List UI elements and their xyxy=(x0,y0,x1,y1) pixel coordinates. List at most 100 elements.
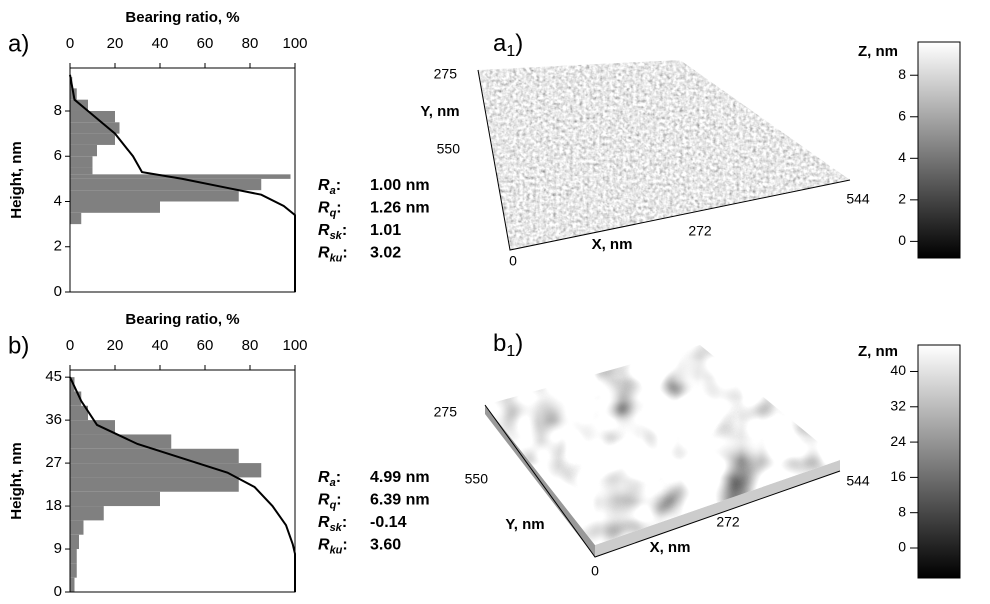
param-colon: : xyxy=(336,492,341,509)
panel-label: b1) xyxy=(493,330,523,360)
y-tick-label: 4 xyxy=(54,192,62,209)
surface-a xyxy=(478,60,850,250)
panel-label: a1) xyxy=(493,30,523,60)
x-tick-label: 60 xyxy=(197,337,214,354)
histogram-bar xyxy=(70,201,160,212)
param-value: 6.39 nm xyxy=(370,492,430,509)
param-symbol: R xyxy=(318,245,330,262)
x-tick-label: 100 xyxy=(282,35,307,52)
x-tick-label: 20 xyxy=(107,337,124,354)
y-axis-title: Y, nm xyxy=(505,516,544,533)
x-tick-label: 100 xyxy=(282,337,307,354)
histogram-bar xyxy=(70,420,115,434)
histogram-bar xyxy=(70,111,115,122)
x-tick-label: 0 xyxy=(66,337,74,354)
y-tick-label: 8 xyxy=(54,102,62,119)
x-tick-label: 0 xyxy=(66,35,74,52)
colorbar-title: Z, nm xyxy=(858,343,898,360)
x-tick-label: 544 xyxy=(846,191,870,207)
histogram-bar xyxy=(70,449,239,463)
param-colon: : xyxy=(342,245,347,262)
y-tick-label: 550 xyxy=(437,141,461,157)
param-value: 1.26 nm xyxy=(370,200,430,217)
panel-close: ) xyxy=(515,30,523,57)
param-symbol: R xyxy=(318,537,330,554)
param-symbol: R xyxy=(318,222,330,239)
colorbar-tick-label: 40 xyxy=(890,362,906,378)
histogram-bar xyxy=(70,477,239,491)
figure: 02040608010002468Bearing ratio, %Height,… xyxy=(0,0,990,599)
param-symbol: R xyxy=(318,514,330,531)
y-tick-label: 2 xyxy=(54,238,62,255)
y-tick-label: 36 xyxy=(45,411,62,428)
histogram-bar xyxy=(70,578,75,592)
roughness-param: Rsk: xyxy=(318,514,347,534)
roughness-param: Ra: xyxy=(318,469,341,489)
colorbar-tick-label: 24 xyxy=(890,433,906,449)
param-colon: : xyxy=(342,222,347,239)
colorbar-tick-label: 2 xyxy=(898,191,906,207)
x-axis-title: X, nm xyxy=(592,236,633,253)
colorbar-title: Z, nm xyxy=(858,43,898,60)
roughness-param: Rku: xyxy=(318,245,348,265)
panel-label: b) xyxy=(8,332,29,359)
panel-letter: a xyxy=(493,30,507,57)
param-value: 1.01 xyxy=(370,222,401,239)
colorbar-tick-label: 6 xyxy=(898,107,906,123)
y-tick-label: 6 xyxy=(54,147,62,164)
roughness-param: Ra: xyxy=(318,177,341,197)
histogram-bar xyxy=(70,563,77,577)
y-tick-label: 18 xyxy=(45,497,62,514)
roughness-param: Rsk: xyxy=(318,222,347,242)
histogram-bar xyxy=(70,145,97,156)
colorbar-tick-label: 0 xyxy=(898,539,906,555)
param-symbol: R xyxy=(318,492,330,509)
colorbar-tick-label: 16 xyxy=(890,468,906,484)
panel-label: a) xyxy=(8,30,29,57)
x-tick-label: 20 xyxy=(107,35,124,52)
panel-subscript: 1 xyxy=(506,43,515,60)
x-axis-title: Bearing ratio, % xyxy=(125,311,239,328)
param-subscript: sk xyxy=(330,522,343,534)
x-tick-label: 272 xyxy=(688,223,712,239)
param-subscript: ku xyxy=(330,544,343,556)
x-tick-label: 60 xyxy=(197,35,214,52)
param-value: 3.02 xyxy=(370,245,401,262)
x-tick-label: 40 xyxy=(152,35,169,52)
colorbar-tick-label: 4 xyxy=(898,149,906,165)
param-colon: : xyxy=(342,514,347,531)
x-axis-title: Bearing ratio, % xyxy=(125,9,239,26)
param-symbol: R xyxy=(318,177,330,194)
param-colon: : xyxy=(342,537,347,554)
histogram-bar xyxy=(70,549,77,563)
param-subscript: sk xyxy=(330,230,343,242)
y-axis-title: Y, nm xyxy=(420,103,459,120)
param-colon: : xyxy=(336,200,341,217)
y-tick-label: 550 xyxy=(465,471,489,487)
x-tick-label: 80 xyxy=(242,337,259,354)
histogram-bar xyxy=(70,190,239,201)
histogram-bar xyxy=(70,492,160,506)
y-axis-title: Height, nm xyxy=(8,442,25,520)
x-tick-label: 40 xyxy=(152,337,169,354)
y-tick-label: 27 xyxy=(45,454,62,471)
y-tick-label: 275 xyxy=(434,66,458,82)
param-value: 4.99 nm xyxy=(370,469,430,486)
y-tick-label: 9 xyxy=(54,540,62,557)
x-tick-label: 80 xyxy=(242,35,259,52)
x-tick-label: 0 xyxy=(591,563,599,579)
x-tick-label: 272 xyxy=(716,514,740,530)
param-symbol: R xyxy=(318,200,330,217)
roughness-param: Rq: xyxy=(318,200,342,220)
colorbar xyxy=(918,345,960,578)
histogram-bar xyxy=(70,506,104,520)
colorbar-tick-label: 8 xyxy=(898,503,906,519)
colorbar-tick-label: 8 xyxy=(898,66,906,82)
panel-letter: b xyxy=(493,330,506,357)
param-value: 3.60 xyxy=(370,537,401,554)
histogram-bar xyxy=(70,213,81,224)
colorbar-tick-label: 0 xyxy=(898,232,906,248)
param-value: 1.00 nm xyxy=(370,177,430,194)
y-tick-label: 0 xyxy=(54,583,62,599)
x-axis-title: X, nm xyxy=(650,539,691,556)
